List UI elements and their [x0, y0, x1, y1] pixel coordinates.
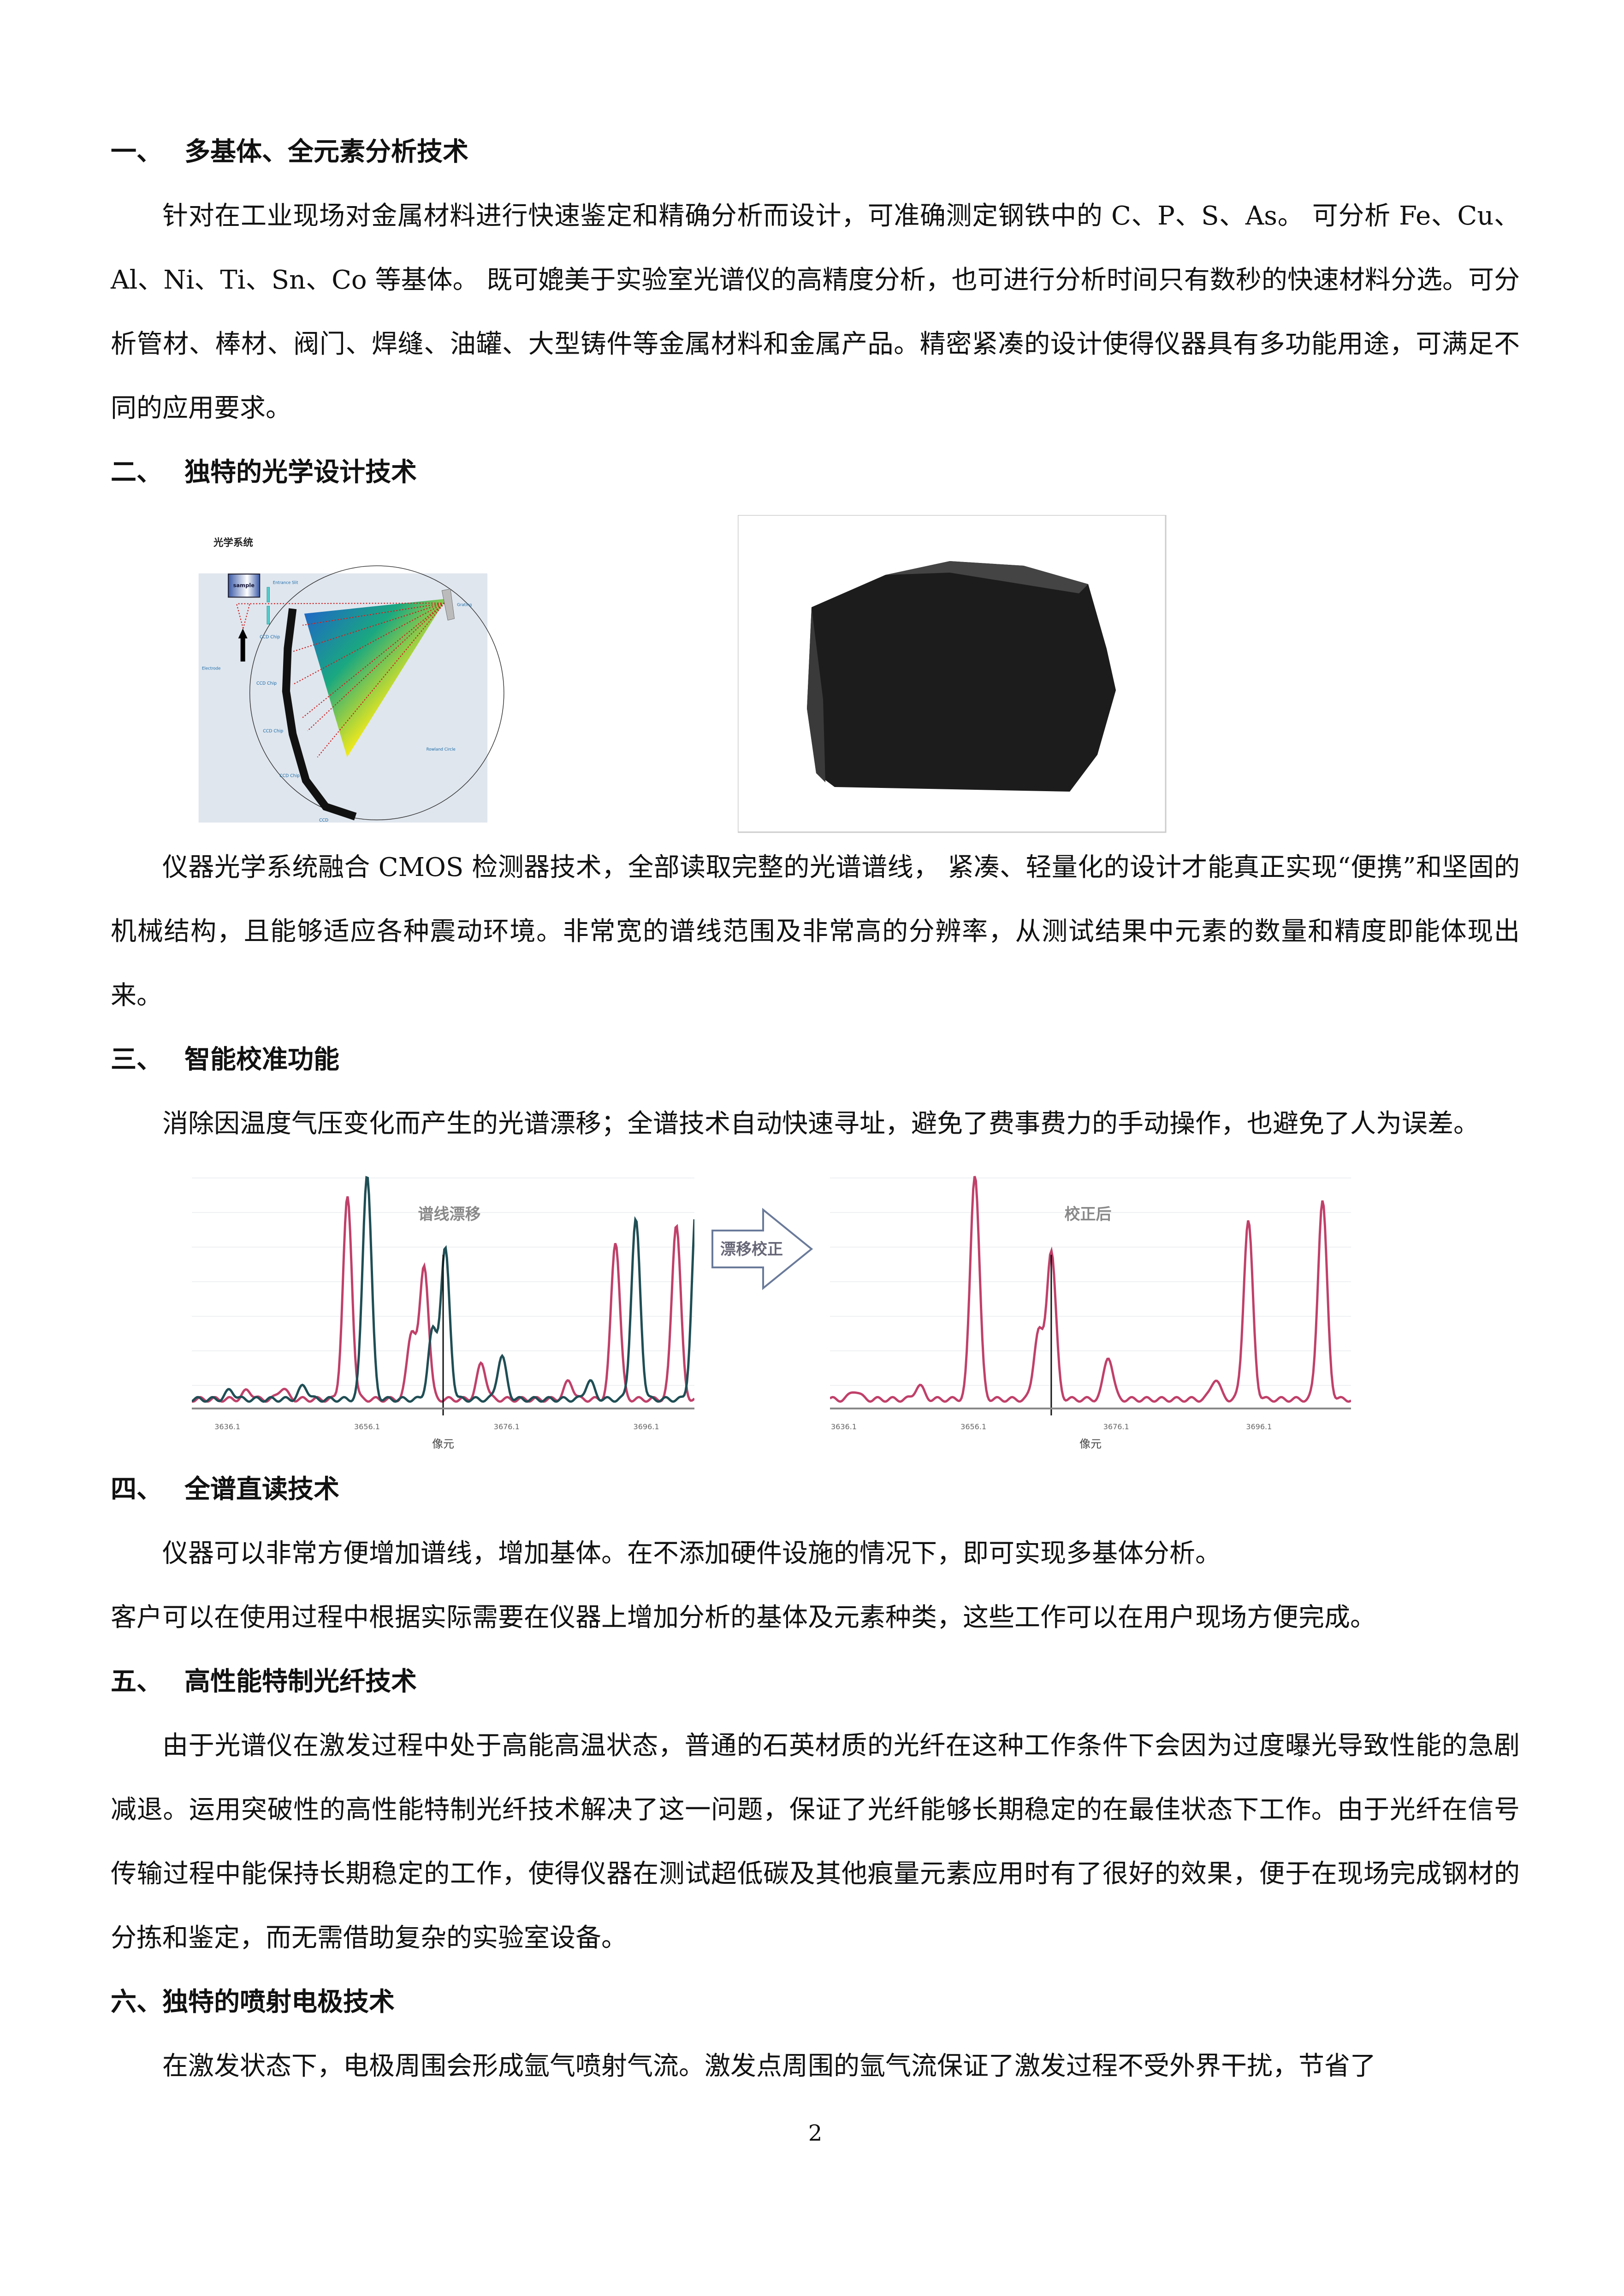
optical-system-diagram: 光学系统 sample Entrance Slit Grating Electr…: [198, 537, 504, 823]
paragraph: 由于光谱仪在激发过程中处于高能高温状态，普通的石英材质的光纤在这种工作条件下会因…: [111, 1731, 1520, 1953]
paragraph: 仪器光学系统融合 CMOS 检测器技术，全部读取完整的光谱谱线， 紧凑、轻量化的…: [111, 852, 1520, 1011]
section-heading-6: 六、独特的喷射电极技术: [111, 1987, 395, 2017]
ccd-label: CCD: [319, 818, 328, 823]
x-axis-label: 像元: [432, 1438, 454, 1450]
grating-label: Grating: [457, 603, 472, 608]
ccd-label: CCD Chip: [256, 681, 277, 686]
chart-after-correction: 3636.1 3656.1 3676.1 3696.1 像元 校正后: [830, 1176, 1351, 1450]
x-tick-label: 3676.1: [494, 1422, 520, 1431]
section-heading-5: 五、 高性能特制光纤技术: [111, 1667, 417, 1697]
section-heading-4: 四、 全谱直读技术: [111, 1474, 339, 1504]
paragraph: 客户可以在使用过程中根据实际需要在仪器上增加分析的基体及元素种类，这些工作可以在…: [111, 1603, 1376, 1633]
section-heading-1: 一、 多基体、全元素分析技术: [111, 137, 468, 167]
slit-label: Entrance Slit: [273, 581, 298, 586]
paragraph: 仪器可以非常方便增加谱线，增加基体。在不添加硬件设施的情况下，即可实现多基体分析…: [162, 1539, 1221, 1568]
x-axis-label: 像元: [1079, 1438, 1102, 1450]
section-heading-3: 三、 智能校准功能: [111, 1045, 339, 1075]
arrow-label: 漂移校正: [720, 1240, 783, 1259]
page-number: 2: [808, 2120, 823, 2146]
x-tick-label: 3636.1: [831, 1422, 857, 1431]
drift-correction-arrow: 漂移校正: [711, 1207, 813, 1290]
ccd-label: CCD Chip: [263, 729, 283, 734]
optics-figure-row: 光学系统 sample Entrance Slit Grating Electr…: [111, 504, 1520, 835]
x-tick-label: 3696.1: [634, 1422, 659, 1431]
chart-title: 谱线漂移: [418, 1205, 481, 1224]
ccd-label: CCD Chip: [260, 635, 280, 640]
paragraph: 在激发状态下，电极周围会形成氩气喷射气流。激发点周围的氩气流保证了激发过程不受外…: [162, 2051, 1376, 2081]
chart-before-correction: 3636.1 3656.1 3676.1 3696.1 像元 谱线漂移: [192, 1176, 694, 1450]
chart-title: 校正后: [1065, 1205, 1112, 1224]
optical-chamber-photo: [738, 515, 1167, 833]
x-tick-label: 3656.1: [960, 1422, 986, 1431]
sample-label: sample: [233, 582, 255, 589]
paragraph: 消除因温度气压变化而产生的光谱漂移；全谱技术自动快速寻址，避免了费事费力的手动操…: [162, 1109, 1479, 1139]
ccd-array: [282, 608, 357, 821]
ccd-label: CCD Chip: [279, 773, 300, 778]
x-tick-label: 3636.1: [214, 1422, 240, 1431]
x-tick-label: 3676.1: [1103, 1422, 1129, 1431]
paragraph: 针对在工业现场对金属材料进行快速鉴定和精确分析而设计，可准确测定钢铁中的 C、P…: [111, 201, 1520, 423]
rowland-circle: [249, 565, 504, 821]
section-heading-2: 二、 独特的光学设计技术: [111, 457, 417, 487]
calibration-figure-row: 3636.1 3656.1 3676.1 3696.1 像元 谱线漂移 漂移校正 3636…: [111, 1156, 1520, 1457]
document-page: 一、 多基体、全元素分析技术 针对在工业现场对金属材料进行快速鉴定和精确分析而设计…: [111, 120, 1520, 2147]
rowland-label: Rowland Circle: [427, 747, 456, 752]
x-tick-label: 3656.1: [354, 1422, 380, 1431]
electrode-label: Electrode: [202, 667, 220, 671]
diagram-title: 光学系统: [213, 537, 253, 549]
spectrum-line: [830, 1176, 1351, 1403]
spectrum-fan: [304, 598, 446, 757]
x-tick-label: 3696.1: [1246, 1422, 1272, 1431]
